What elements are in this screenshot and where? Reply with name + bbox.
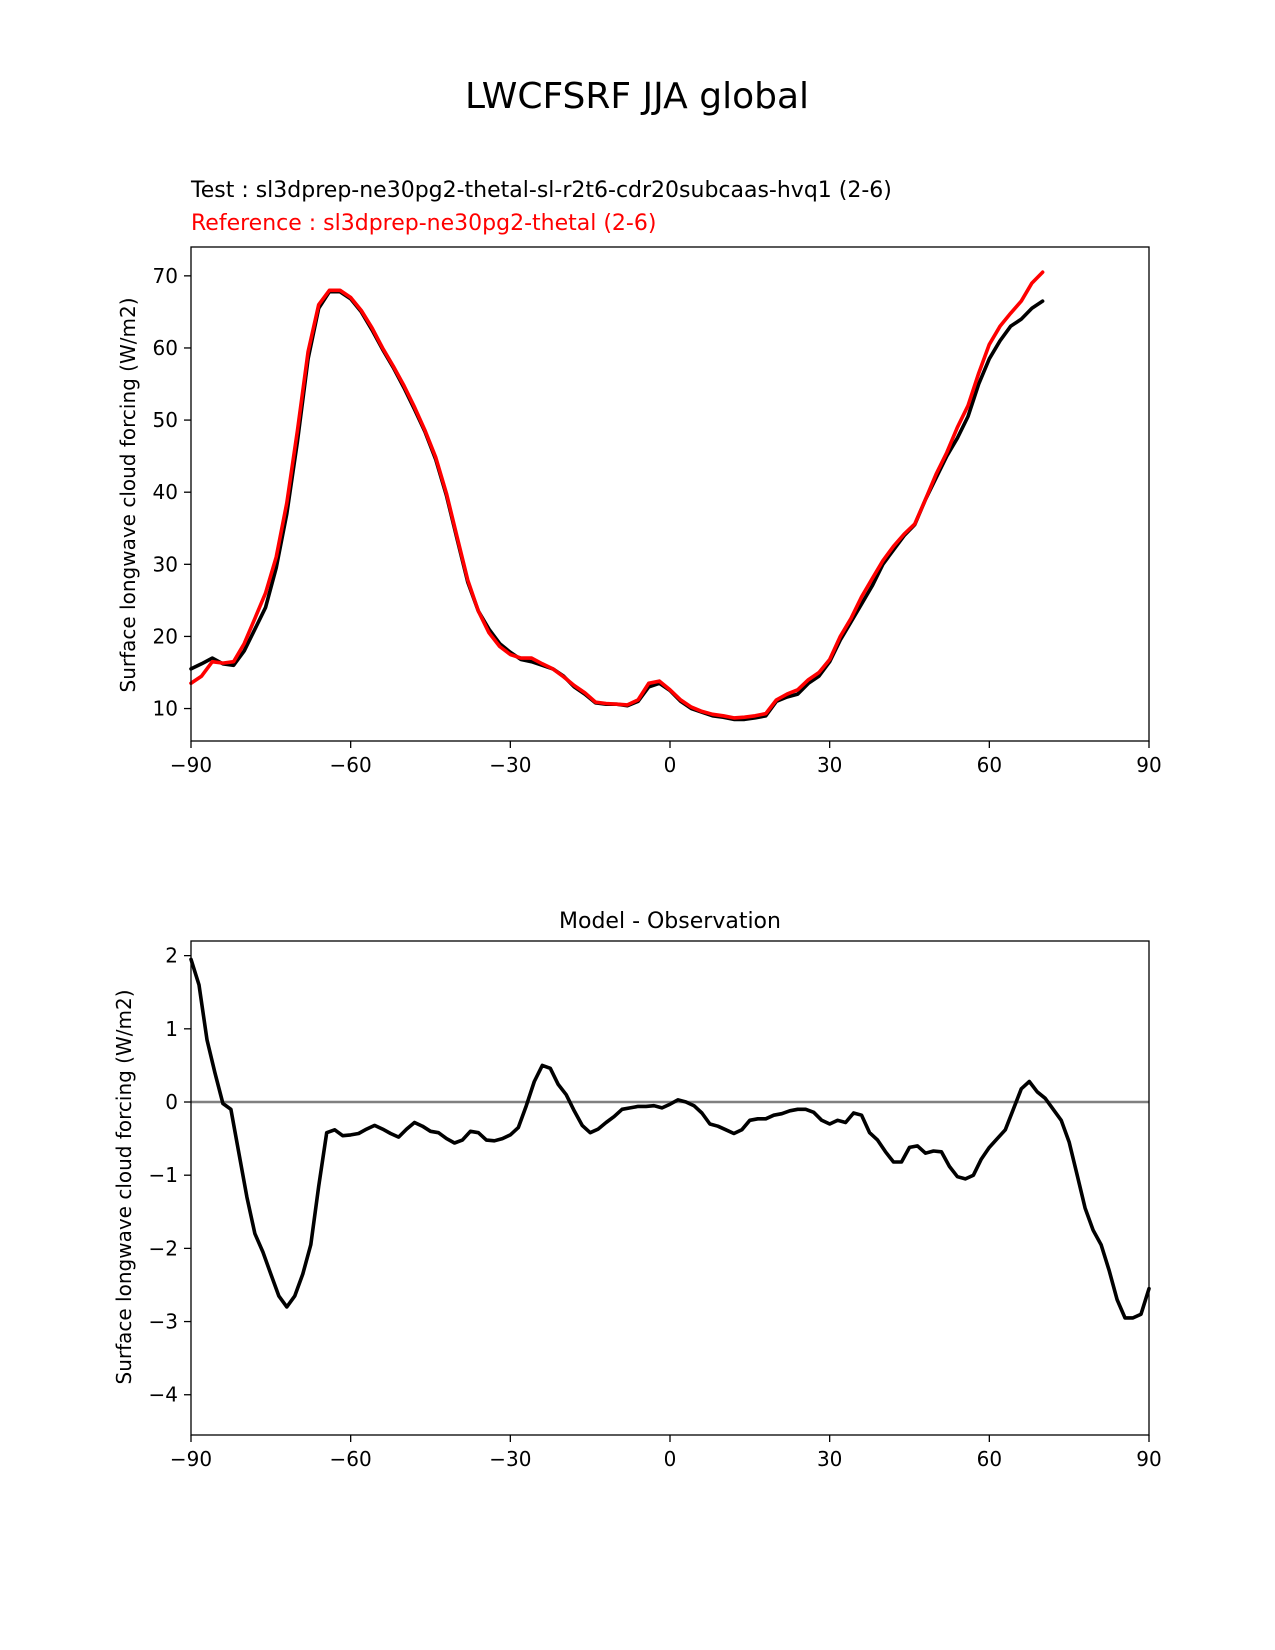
top-x-tick-label: 90 xyxy=(1136,753,1161,777)
top-y-tick-label: 30 xyxy=(153,552,178,576)
top-x-tick-label: 0 xyxy=(664,753,677,777)
bottom-y-tick-label: 0 xyxy=(165,1090,178,1114)
top-y-tick-label: 50 xyxy=(153,408,178,432)
bottom-x-tick-label: 60 xyxy=(977,1447,1002,1471)
top-plot-frame xyxy=(190,246,1150,742)
bottom-y-tick-label: −2 xyxy=(149,1236,178,1260)
top-series-lines xyxy=(189,270,1045,722)
top-x-tick-label: −30 xyxy=(489,753,531,777)
bottom-y-axis-label: Surface longwave cloud forcing (W/m2) xyxy=(112,989,136,1384)
bottom-y-tick-label: 1 xyxy=(165,1017,178,1041)
bottom-x-tick-label: −60 xyxy=(330,1447,372,1471)
bottom-panel: Model - Observation Surface longwave clo… xyxy=(112,909,1162,1471)
bottom-x-tick-label: −90 xyxy=(170,1447,212,1471)
bottom-panel-title: Model - Observation xyxy=(559,909,781,934)
top-x-tick-label: 60 xyxy=(977,753,1002,777)
bottom-plot-frame xyxy=(190,940,1150,1436)
top-x-tick-label: 30 xyxy=(817,753,842,777)
top-y-axis-label: Surface longwave cloud forcing (W/m2) xyxy=(116,297,140,692)
top-axis-ticks: −90 −60 −30 0 30 60 90 10 20 30 40 50 60 70 xyxy=(153,264,1162,777)
top-y-tick-label: 60 xyxy=(153,336,178,360)
bottom-x-tick-label: 0 xyxy=(664,1447,677,1471)
top-panel: Test : sl3dprep-ne30pg2-thetal-sl-r2t6-c… xyxy=(116,178,1162,777)
bottom-x-tick-label: 90 xyxy=(1136,1447,1161,1471)
bottom-y-tick-label: −4 xyxy=(149,1383,178,1407)
bottom-x-tick-label: 30 xyxy=(817,1447,842,1471)
top-y-tick-label: 10 xyxy=(153,697,178,721)
top-y-tick-label: 20 xyxy=(153,624,178,648)
bottom-y-tick-label: 2 xyxy=(165,944,178,968)
bottom-x-tick-label: −30 xyxy=(489,1447,531,1471)
top-series-reference xyxy=(189,270,1045,720)
top-x-tick-label: −60 xyxy=(330,753,372,777)
bottom-series-model-observation xyxy=(189,957,1151,1320)
bottom-y-tick-label: −1 xyxy=(149,1163,178,1187)
top-x-tick-label: −90 xyxy=(170,753,212,777)
top-series-test xyxy=(189,289,1045,722)
top-y-tick-label: 40 xyxy=(153,480,178,504)
bottom-axis-ticks: −90 −60 −30 0 30 60 90 −4 −3 −2 −1 0 1 2 xyxy=(149,944,1162,1471)
bottom-series-lines xyxy=(189,957,1151,1320)
top-y-tick-label: 70 xyxy=(153,264,178,288)
figure-title: LWCFSRF JJA global xyxy=(465,76,809,117)
reference-title: Reference : sl3dprep-ne30pg2-thetal (2-6… xyxy=(191,211,656,236)
bottom-y-tick-label: −3 xyxy=(149,1310,178,1334)
test-title: Test : sl3dprep-ne30pg2-thetal-sl-r2t6-c… xyxy=(190,178,892,203)
